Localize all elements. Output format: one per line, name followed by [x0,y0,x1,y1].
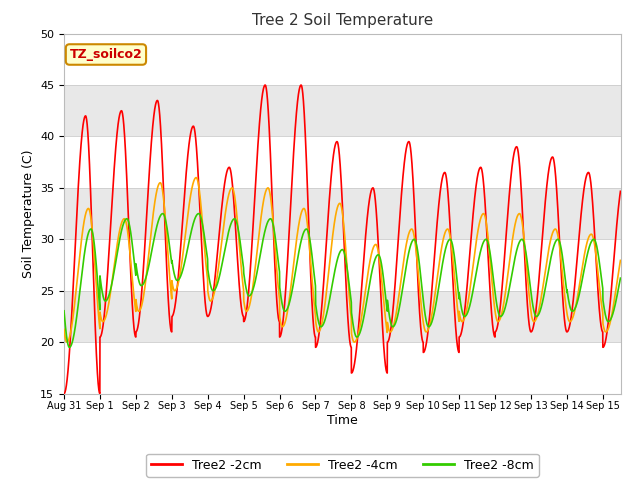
Tree2 -4cm [63,339,71,345]
Y-axis label: Soil Temperature (C): Soil Temperature (C) [22,149,35,278]
Tree2 -2cm [422,342,430,348]
Tree2 -2cm [161,226,169,231]
Bar [64,188,621,240]
X-axis label: Time: Time [327,414,358,427]
Title: Tree 2 Soil Temperature: Tree 2 Soil Temperature [252,13,433,28]
Tree2 -8cm [476,253,483,259]
Tree2 -2cm [476,166,483,172]
Tree2 -4cm [161,214,169,219]
Line: Tree2 -2cm: Tree2 -2cm [64,85,620,394]
Tree2 -4cm [616,257,624,263]
Bar [64,291,621,342]
Tree2 -8cm [60,308,68,314]
Bar [64,240,621,291]
Bar [64,136,621,188]
Tree2 -8cm [394,312,402,317]
Bar [64,34,621,85]
Text: TZ_soilco2: TZ_soilco2 [70,48,142,61]
Line: Tree2 -4cm: Tree2 -4cm [64,178,620,342]
Tree2 -4cm [422,329,430,335]
Tree2 -2cm [616,189,624,194]
Tree2 -4cm [518,217,525,223]
Tree2 -4cm [273,268,281,274]
Tree2 -4cm [476,220,483,226]
Tree2 -2cm [297,82,305,88]
Tree2 -2cm [394,243,402,249]
Tree2 -8cm [616,275,624,281]
Tree2 -2cm [60,391,68,396]
Tree2 -4cm [394,300,402,305]
Tree2 -8cm [273,247,281,252]
Tree2 -8cm [195,211,202,216]
Tree2 -2cm [518,193,525,199]
Tree2 -4cm [60,326,68,332]
Tree2 -2cm [273,295,280,301]
Bar [64,342,621,394]
Tree2 -8cm [66,345,74,350]
Line: Tree2 -8cm: Tree2 -8cm [64,214,620,348]
Tree2 -4cm [193,175,200,180]
Bar [64,85,621,136]
Tree2 -8cm [518,237,525,242]
Tree2 -8cm [161,216,169,221]
Tree2 -8cm [422,317,430,323]
Legend: Tree2 -2cm, Tree2 -4cm, Tree2 -8cm: Tree2 -2cm, Tree2 -4cm, Tree2 -8cm [146,454,539,477]
